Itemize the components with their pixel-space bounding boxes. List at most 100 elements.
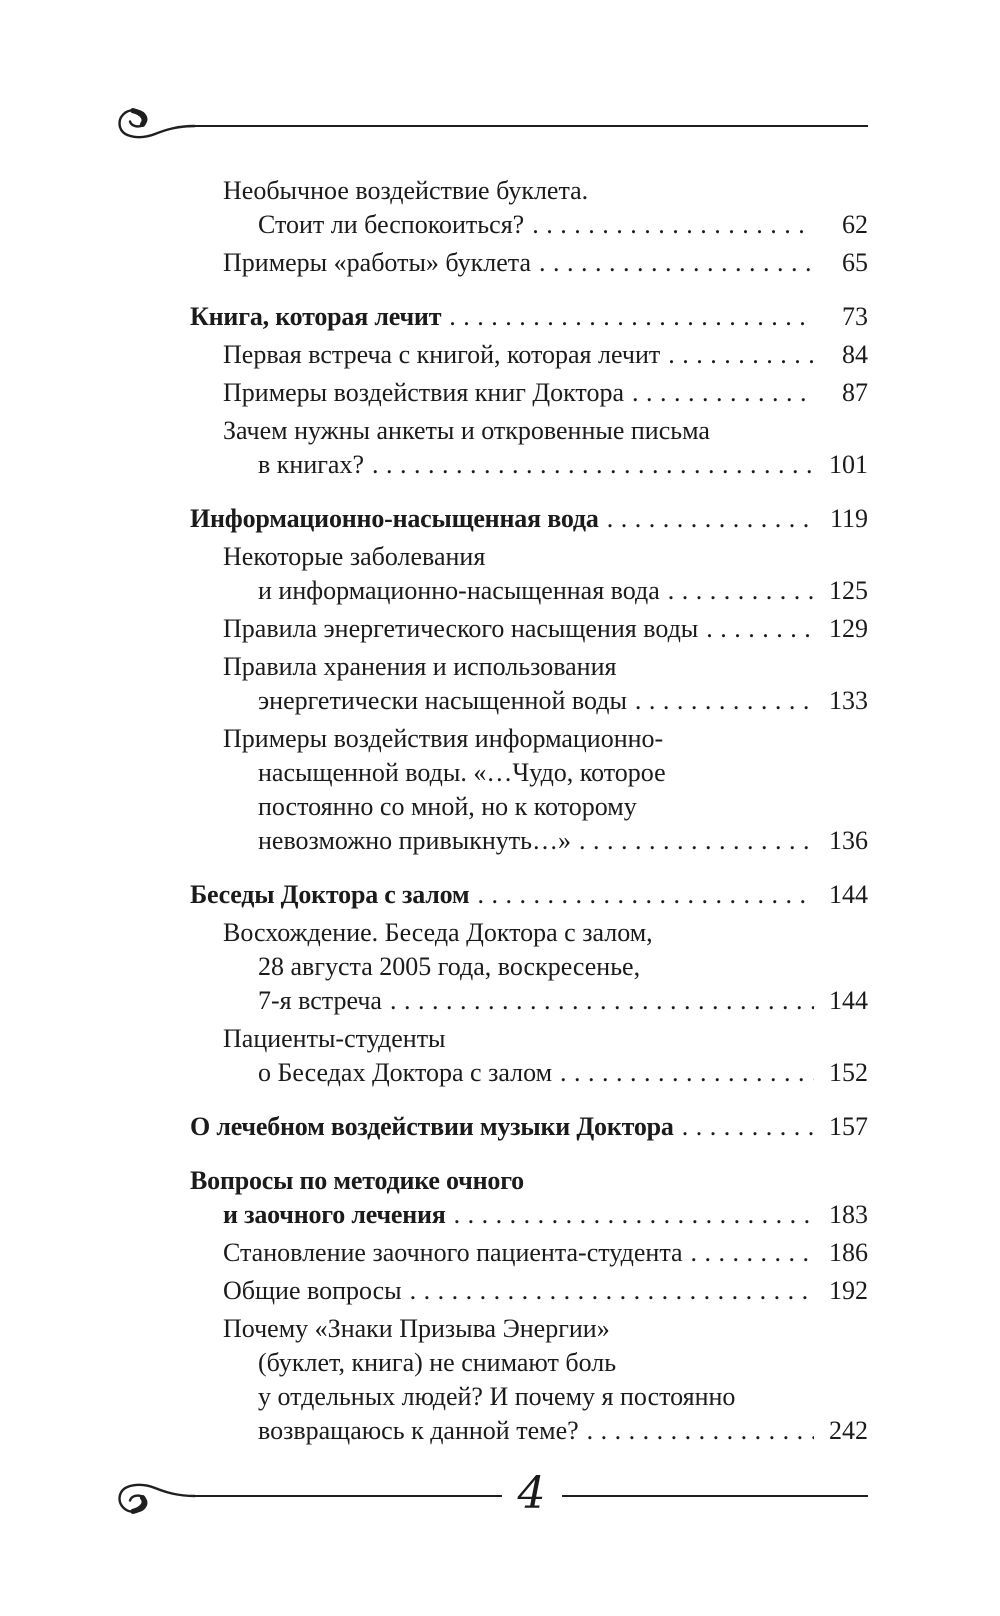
toc-page-number: 242 (829, 1416, 868, 1445)
toc-row: Восхождение. Беседа Доктора с залом, (190, 916, 868, 950)
toc-text: возвращаюсь к данной теме? (258, 1416, 579, 1445)
toc-text: Примеры воздействия информационно- (223, 724, 664, 753)
toc-text: Правила хранения и использования (223, 652, 617, 681)
toc-row: Некоторые заболевания (190, 540, 868, 574)
toc-page-number: 84 (842, 340, 868, 369)
toc-entry: Примеры «работы» буклета 65 (190, 246, 868, 280)
toc-text: Вопросы по методике очного (190, 1166, 524, 1195)
toc-text: 7-я встреча (258, 986, 382, 1015)
toc-text: Общие вопросы (223, 1276, 402, 1305)
dot-leader (390, 984, 814, 1018)
dot-leader (372, 448, 814, 482)
toc-text: энергетически насыщенной воды (258, 686, 627, 715)
toc-entry: Первая встреча с книгой, которая лечит 84 (190, 338, 868, 372)
dot-leader (682, 1110, 814, 1144)
dot-leader (607, 502, 814, 536)
toc-text: Пациенты-студенты (223, 1024, 446, 1053)
toc-page-number: 183 (829, 1200, 868, 1229)
toc-entry: Общие вопросы 192 (190, 1274, 868, 1308)
toc-page-number: 144 (829, 880, 868, 909)
toc-page-number: 101 (829, 450, 868, 479)
toc-page-number: 186 (829, 1238, 868, 1267)
toc-text: Первая встреча с книгой, которая лечит (223, 340, 661, 369)
toc-text: постоянно со мной, но к которому (258, 792, 637, 821)
toc-text: 28 августа 2005 года, воскресенье, (258, 952, 641, 981)
toc-row: энергетически насыщенной воды 133 (190, 684, 868, 718)
toc-row: 7-я встреча 144 (190, 984, 868, 1018)
toc-page-number: 125 (829, 576, 868, 605)
toc-entry: Необычное воздействие буклета. Стоит ли б… (190, 174, 868, 242)
toc-row: постоянно со мной, но к которому (190, 790, 868, 824)
dot-leader (668, 574, 814, 608)
footer-rule-right (561, 1495, 868, 1497)
toc-entry: Становление заочного пациента-студента 18… (190, 1236, 868, 1270)
toc-page-number: 65 (842, 248, 868, 277)
toc-text: (буклет, книга) не снимают боль (258, 1348, 617, 1377)
toc-row: (буклет, книга) не снимают боль (190, 1346, 868, 1380)
dot-leader (449, 300, 814, 334)
dot-leader (454, 1198, 814, 1232)
toc-text: Книга, которая лечит (190, 302, 442, 331)
swirl-rule-icon (118, 108, 195, 139)
toc-text: Примеры «работы» буклета (223, 248, 532, 277)
dot-leader (560, 1056, 814, 1090)
toc-text: насыщенной воды. «…Чудо, которое (258, 758, 666, 787)
toc-page-number: 133 (829, 686, 868, 715)
toc-row: О лечебном воздействии музыки Доктора 157 (190, 1110, 868, 1144)
toc-entry: Правила хранения и использования энергети… (190, 650, 868, 718)
toc-entry: Некоторые заболевания и информационно-нас… (190, 540, 868, 608)
dot-leader (706, 612, 814, 646)
toc-row: Примеры «работы» буклета 65 (190, 246, 868, 280)
toc-entry: Беседы Доктора с залом 144 (190, 878, 868, 912)
toc-row: и информационно-насыщенная вода 125 (190, 574, 868, 608)
toc-row: Правила хранения и использования (190, 650, 868, 684)
toc-row: 28 августа 2005 года, воскресенье, (190, 950, 868, 984)
header-flourish (105, 104, 868, 148)
toc-row: Становление заочного пациента-студента 18… (190, 1236, 868, 1270)
dot-leader (587, 1414, 814, 1448)
toc-row: Правила энергетического насыщения воды 12… (190, 612, 868, 646)
toc-text: Почему «Знаки Призыва Энергии» (223, 1314, 610, 1343)
toc-page-number: 157 (829, 1112, 868, 1141)
toc-row: Почему «Знаки Призыва Энергии» (190, 1312, 868, 1346)
toc-page-number: 119 (829, 504, 868, 533)
dot-leader (632, 376, 814, 410)
toc-entry: Примеры воздействия книг Доктора 87 (190, 376, 868, 410)
toc-row: Необычное воздействие буклета. (190, 174, 868, 208)
dot-leader (579, 824, 814, 858)
toc-row: Стоит ли беспокоиться? 62 (190, 208, 868, 242)
toc-row: о Беседах Доктора с залом 152 (190, 1056, 868, 1090)
toc-text: в книгах? (258, 450, 364, 479)
toc-entry: О лечебном воздействии музыки Доктора 157 (190, 1110, 868, 1144)
toc-row: Зачем нужны анкеты и откровенные письма (190, 414, 868, 448)
toc-row: Пациенты-студенты (190, 1022, 868, 1056)
dot-leader (532, 208, 814, 242)
toc-text: О лечебном воздействии музыки Доктора (190, 1112, 674, 1141)
toc-page-number: 136 (829, 826, 868, 855)
toc-row: и заочного лечения 183 (190, 1198, 868, 1232)
toc-text: и заочного лечения (223, 1200, 446, 1229)
dot-leader (539, 246, 814, 280)
toc-row: Информационно-насыщенная вода 119 (190, 502, 868, 536)
dot-leader (691, 1236, 814, 1270)
toc-row: у отдельных людей? И почему я постоянно (190, 1380, 868, 1414)
header-rule (195, 125, 868, 127)
toc-row: Примеры воздействия информационно- (190, 722, 868, 756)
dot-leader (477, 878, 814, 912)
toc-row: Первая встреча с книгой, которая лечит 84 (190, 338, 868, 372)
swirl-rule-icon (118, 1483, 195, 1514)
toc-row: Примеры воздействия книг Доктора 87 (190, 376, 868, 410)
toc-entry: Восхождение. Беседа Доктора с залом, 28 а… (190, 916, 868, 1018)
toc-row: Беседы Доктора с залом 144 (190, 878, 868, 912)
toc-text: невозможно привыкнуть…» (258, 826, 571, 855)
toc-row: невозможно привыкнуть…» 136 (190, 824, 868, 858)
toc-text: у отдельных людей? И почему я постоянно (258, 1382, 736, 1411)
toc-entry: Пациенты-студенты о Беседах Доктора с зал… (190, 1022, 868, 1090)
toc-text: Примеры воздействия книг Доктора (223, 378, 624, 407)
toc-page-number: 144 (829, 986, 868, 1015)
page-number: 4 (517, 1468, 546, 1519)
toc-entry: Почему «Знаки Призыва Энергии» (буклет, к… (190, 1312, 868, 1448)
toc-page-number: 73 (842, 302, 868, 331)
toc-row: насыщенной воды. «…Чудо, которое (190, 756, 868, 790)
